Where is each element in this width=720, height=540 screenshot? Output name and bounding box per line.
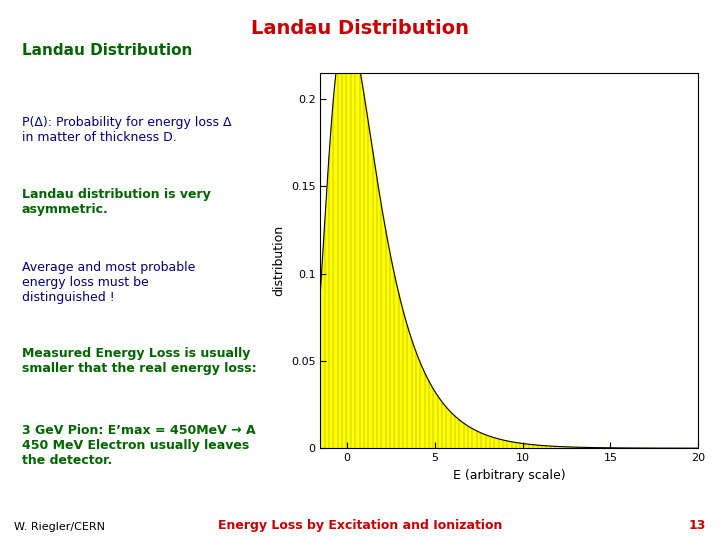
Text: Measured Energy Loss is usually
smaller that the real energy loss:: Measured Energy Loss is usually smaller … bbox=[22, 347, 256, 375]
Text: P(Δ): Probability for energy loss Δ
in matter of thickness D.: P(Δ): Probability for energy loss Δ in m… bbox=[22, 116, 231, 144]
Text: W. Riegler/CERN: W. Riegler/CERN bbox=[14, 522, 105, 532]
Text: Energy Loss by Excitation and Ionization: Energy Loss by Excitation and Ionization bbox=[218, 519, 502, 532]
Text: Landau Distribution: Landau Distribution bbox=[251, 19, 469, 38]
Text: Landau Distribution: Landau Distribution bbox=[22, 43, 192, 58]
Text: 13: 13 bbox=[688, 519, 706, 532]
Text: Landau distribution is very
asymmetric.: Landau distribution is very asymmetric. bbox=[22, 188, 210, 217]
X-axis label: E (arbitrary scale): E (arbitrary scale) bbox=[453, 469, 566, 482]
Y-axis label: distribution: distribution bbox=[272, 225, 285, 296]
Text: 3 GeV Pion: E’max = 450MeV → A
450 MeV Electron usually leaves
the detector.: 3 GeV Pion: E’max = 450MeV → A 450 MeV E… bbox=[22, 424, 255, 467]
Text: Average and most probable
energy loss must be
distinguished !: Average and most probable energy loss mu… bbox=[22, 261, 195, 304]
